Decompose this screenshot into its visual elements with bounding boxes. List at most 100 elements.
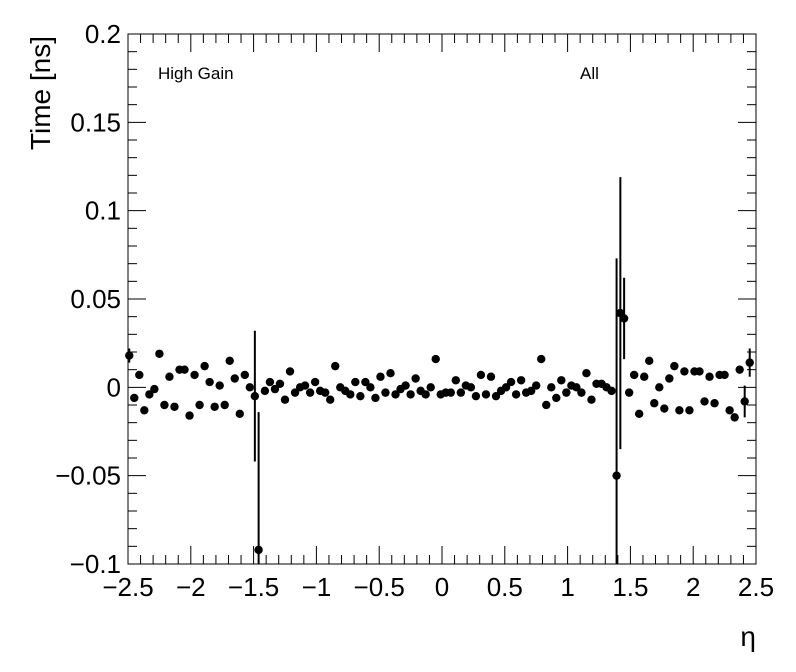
- data-point: [331, 361, 340, 371]
- y-tick-label: 0.15: [70, 107, 121, 137]
- data-point: [557, 376, 566, 385]
- x-tick-label: 2: [686, 572, 700, 602]
- y-tick-label: −0.05: [55, 461, 121, 491]
- data-point: [356, 391, 365, 401]
- data-point: [516, 376, 526, 385]
- data-point: [205, 377, 214, 387]
- data-point: [660, 404, 669, 413]
- data-point: [745, 358, 754, 367]
- data-point: [280, 395, 290, 404]
- data-point: [145, 390, 154, 399]
- data-point: [619, 314, 629, 323]
- data-point: [270, 384, 280, 394]
- x-tick-label: 0: [435, 572, 449, 602]
- data-point: [326, 395, 335, 404]
- data-point: [501, 383, 511, 392]
- data-point: [740, 397, 749, 406]
- data-point: [366, 383, 375, 392]
- data-point: [670, 361, 679, 371]
- data-point: [710, 399, 719, 408]
- data-point: [720, 370, 729, 380]
- data-point: [411, 374, 420, 383]
- data-point: [506, 377, 516, 387]
- data-point: [587, 395, 596, 404]
- data-point: [680, 367, 689, 376]
- data-point: [471, 391, 481, 401]
- data-point: [185, 411, 194, 420]
- data-point: [130, 393, 139, 403]
- x-tick-label: 1: [560, 572, 574, 602]
- data-point: [300, 381, 310, 390]
- annotation-high-gain: High Gain: [158, 64, 234, 83]
- data-point: [160, 400, 169, 410]
- x-tick-label: −2.5: [102, 572, 153, 602]
- x-tick-label: 1.5: [612, 572, 648, 602]
- data-point: [371, 393, 380, 403]
- data-point: [426, 383, 435, 392]
- data-point: [220, 400, 229, 410]
- data-point: [225, 356, 234, 366]
- data-points: [125, 308, 754, 555]
- data-point: [735, 365, 744, 374]
- x-axis-title: η: [740, 621, 756, 652]
- data-point: [150, 384, 159, 394]
- data-point: [381, 388, 390, 397]
- data-point: [376, 372, 385, 381]
- data-point: [655, 383, 664, 392]
- data-point: [645, 356, 654, 366]
- y-tick-label: −0.1: [70, 549, 121, 579]
- data-point: [466, 383, 476, 392]
- data-point: [401, 381, 410, 390]
- data-point: [190, 370, 199, 380]
- data-point: [125, 351, 134, 360]
- data-point: [305, 388, 315, 397]
- data-point: [640, 372, 649, 381]
- data-point: [607, 386, 616, 396]
- data-point: [235, 409, 244, 419]
- data-point: [135, 370, 144, 380]
- x-tick-label: −1.5: [228, 572, 279, 602]
- data-point: [421, 390, 430, 399]
- data-point: [431, 354, 440, 364]
- x-tick-label: −2: [176, 572, 206, 602]
- x-tick-label: −0.5: [354, 572, 405, 602]
- y-tick-label: 0.05: [70, 284, 121, 314]
- data-point: [725, 406, 734, 415]
- data-point: [511, 390, 521, 399]
- data-point: [572, 383, 581, 392]
- data-point: [230, 374, 239, 383]
- data-point: [210, 402, 219, 411]
- data-point: [486, 372, 496, 381]
- data-point: [665, 374, 674, 383]
- data-point: [310, 377, 320, 387]
- y-tick-label: 0.1: [85, 196, 121, 226]
- data-point: [700, 397, 709, 406]
- data-point: [526, 386, 536, 396]
- data-point: [705, 372, 714, 381]
- y-axis-title: Time [ns]: [25, 36, 56, 150]
- data-point: [481, 390, 491, 399]
- data-point: [180, 365, 189, 374]
- data-point: [170, 402, 179, 411]
- data-point: [612, 471, 621, 480]
- data-point: [582, 369, 591, 378]
- data-point: [254, 545, 263, 555]
- data-point: [547, 383, 556, 392]
- data-point: [456, 388, 466, 397]
- data-point: [351, 377, 360, 387]
- y-tick-label: 0.2: [85, 19, 121, 49]
- x-tick-label: 0.5: [487, 572, 523, 602]
- data-point: [320, 388, 330, 397]
- data-point: [260, 386, 270, 396]
- data-point: [406, 390, 415, 399]
- data-point: [685, 406, 694, 415]
- data-point: [346, 390, 355, 399]
- data-point: [215, 381, 224, 390]
- tick-labels: −2.5 −2 −1.5 −1 −0.5 0 0.5 1 1.5 2 2.5 −0.1 −0.05 0 0.…: [55, 19, 774, 602]
- data-point: [730, 413, 739, 422]
- y-tick-label: 0: [107, 372, 121, 402]
- data-point: [155, 349, 164, 358]
- data-point: [650, 399, 659, 408]
